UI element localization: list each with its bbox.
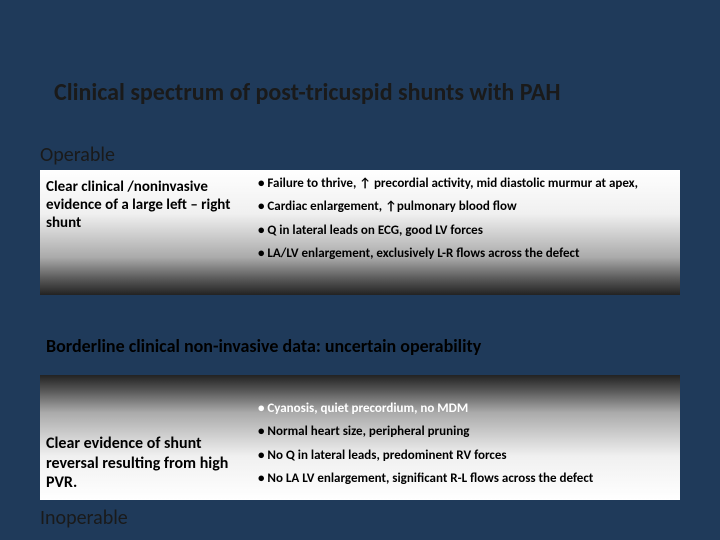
inoperable-bullets: Cyanosis, quiet precordium, no MDM Norma…	[250, 395, 680, 500]
bullet-item: Cyanosis, quiet precordium, no MDM	[258, 401, 672, 417]
bullet-item: Q in lateral leads on ECG, good LV force…	[258, 223, 672, 239]
operable-label: Operable	[40, 143, 115, 167]
inoperable-section: Clear evidence of shunt reversal resulti…	[40, 375, 680, 500]
slide: Clinical spectrum of post-tricuspid shun…	[0, 0, 720, 540]
operable-section: Clear clinical /noninvasive evidence of …	[40, 170, 680, 295]
inoperable-label: Inoperable	[40, 506, 128, 530]
slide-title: Clinical spectrum of post-tricuspid shun…	[54, 78, 680, 107]
operable-summary: Clear clinical /noninvasive evidence of …	[40, 170, 250, 295]
borderline-label: Borderline clinical non-invasive data: u…	[46, 335, 680, 357]
bullet-item: Normal heart size, peripheral pruning	[258, 424, 672, 440]
bullet-item: LA/LV enlargement, exclusively L-R flows…	[258, 246, 672, 262]
bullet-item: No Q in lateral leads, predominent RV fo…	[258, 448, 672, 464]
inoperable-summary: Clear evidence of shunt reversal resulti…	[40, 404, 250, 500]
bullet-item: No LA LV enlargement, significant R-L fl…	[258, 471, 672, 487]
bullet-item: Failure to thrive, ↑ precordial activity…	[258, 176, 672, 192]
operable-bullets: Failure to thrive, ↑ precordial activity…	[250, 170, 680, 295]
bullet-item: Cardiac enlargement, ↑pulmonary blood fl…	[258, 199, 672, 215]
